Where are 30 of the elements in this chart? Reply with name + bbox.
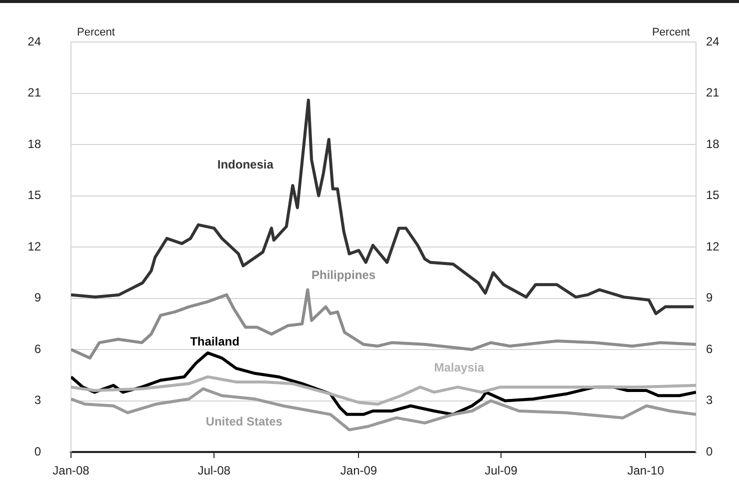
y2-tick-label: 3 [706,393,713,408]
series-label: United States [206,414,283,428]
y-tick-label: 21 [28,86,42,100]
series-label: Philippines [311,268,376,282]
y2-axis-title: Percent [652,26,690,39]
x-tick-label: Jan-10 [627,464,664,478]
y-tick-label: 6 [34,342,42,356]
y2-tick-label: 15 [706,188,720,202]
x-tick-label: Jul-09 [484,464,518,478]
x-tick-label: Jan-08 [52,464,90,478]
y2-tick-label: 6 [706,342,713,356]
x-tick-label: Jul-08 [198,464,231,478]
y-axis-title: Percent [77,26,115,39]
y-tick-label: 24 [28,34,42,48]
y-tick-label: 0 [34,444,42,458]
y-tick-label: 18 [28,136,42,151]
series-label: Indonesia [217,157,274,172]
y-tick-label: 9 [34,290,42,305]
series-label: Malaysia [434,360,484,374]
y2-tick-label: 18 [706,136,720,151]
y-tick-label: 12 [28,239,42,254]
y-tick-label: 15 [28,188,42,202]
series-label: Thailand [190,334,240,348]
x-tick-label: Jan-09 [340,464,378,478]
y-tick-label: 3 [34,393,42,408]
y2-tick-label: 12 [706,239,720,254]
y2-tick-label: 0 [706,444,713,458]
y2-tick-label: 9 [706,290,713,305]
y2-tick-label: 24 [706,34,720,48]
y2-tick-label: 21 [706,86,720,100]
